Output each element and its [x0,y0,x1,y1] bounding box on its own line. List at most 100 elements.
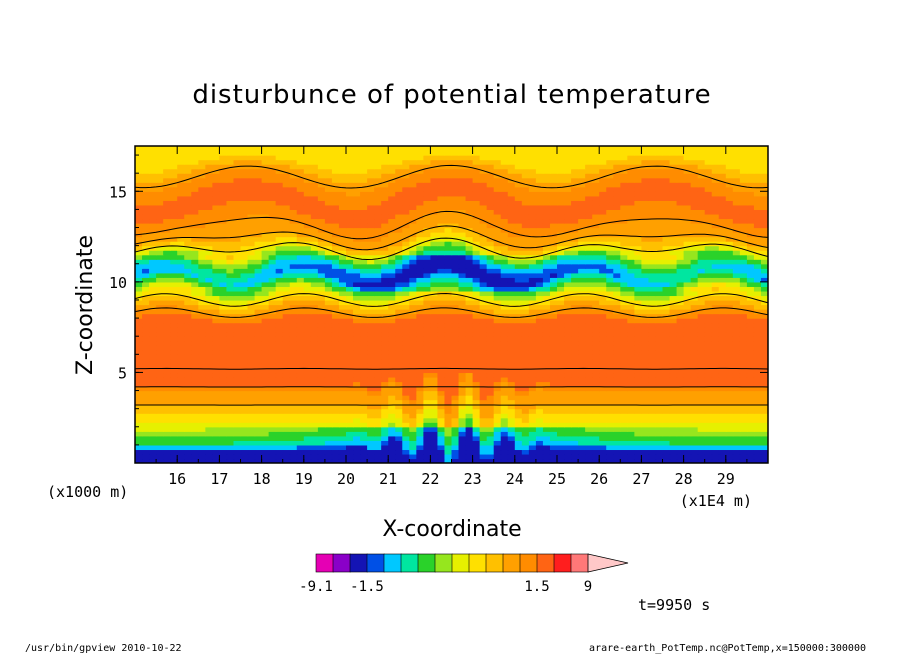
field-cell [212,363,220,369]
field-cell [212,322,220,328]
field-cell [557,376,565,383]
field-cell [388,404,396,410]
field-cell [303,209,312,215]
field-cell [324,213,333,220]
field-cell [374,390,382,396]
field-cell [374,453,382,460]
field-cell [381,327,389,333]
field-cell [444,241,453,247]
field-cell [317,272,326,278]
field-cell [500,413,509,419]
field-cell [184,286,192,292]
field-cell [177,453,185,460]
field-cell [571,277,579,283]
field-cell [760,245,768,251]
field-cell [282,263,291,269]
field-cell [346,331,354,337]
field-cell [760,345,768,351]
field-cell [549,381,558,387]
field-cell [360,309,368,315]
field-cell [760,241,768,247]
field-cell [753,426,762,432]
field-cell [557,295,565,301]
field-cell [542,372,551,378]
field-cell [261,290,270,297]
field-cell [465,254,474,260]
field-cell [184,422,192,428]
field-cell [697,417,706,423]
field-cell [156,309,164,315]
field-cell [676,444,685,451]
field-cell [142,232,150,238]
field-cell [458,250,467,256]
field-cell [296,222,305,229]
field-cell [683,367,692,374]
field-cell [578,304,586,310]
field-cell [760,431,768,437]
field-cell [704,404,713,410]
field-cell [521,404,530,410]
field-cell [676,313,685,319]
field-cell [613,376,621,383]
field-cell [760,440,768,446]
field-cell [331,327,340,333]
field-cell [620,222,628,229]
field-cell [549,435,558,441]
field-cell [655,408,664,414]
field-cell [458,386,467,392]
field-cell [564,304,572,310]
field-cell [191,236,199,242]
field-cell [704,227,713,233]
field-cell [184,453,192,460]
field-cell [289,372,298,378]
field-cell [465,381,474,387]
field-cell [423,277,431,283]
field-cell [409,222,417,229]
field-cell [381,295,389,301]
field-cell [753,372,762,378]
field-cell [247,281,256,287]
field-cell [627,431,635,437]
field-cell [289,250,298,256]
field-cell [177,299,185,306]
field-cell [655,449,664,455]
field-cell [430,417,439,423]
field-cell [507,386,516,392]
field-cell [514,408,523,414]
field-cell [275,299,284,306]
field-cell [760,272,768,278]
field-cell [170,286,178,292]
field-cell [711,435,720,441]
field-cell [760,444,768,451]
field-cell [585,381,593,387]
field-cell [690,263,699,269]
field-cell [486,322,495,328]
field-cell [261,386,270,392]
field-cell [317,322,326,328]
field-cell [507,449,516,455]
field-cell [753,299,762,306]
field-cell [535,309,544,315]
field-cell [528,444,537,451]
field-cell [648,449,657,455]
field-cell [212,404,220,410]
field-cell [599,236,607,242]
field-cell [254,290,263,297]
field-cell [753,408,762,414]
field-cell [578,340,586,346]
field-cell [479,444,488,451]
field-cell [156,318,164,324]
field-cell [310,404,319,410]
field-cell [170,336,178,342]
field-cell [338,413,347,419]
field-cell [486,268,495,274]
field-cell [423,213,431,220]
field-cell [739,236,748,242]
field-cell [219,263,228,269]
field-cell [388,236,396,242]
field-cell [690,422,699,428]
field-cell [437,318,446,324]
field-cell [549,327,558,333]
field-cell [571,363,579,369]
field-cell [198,259,206,265]
